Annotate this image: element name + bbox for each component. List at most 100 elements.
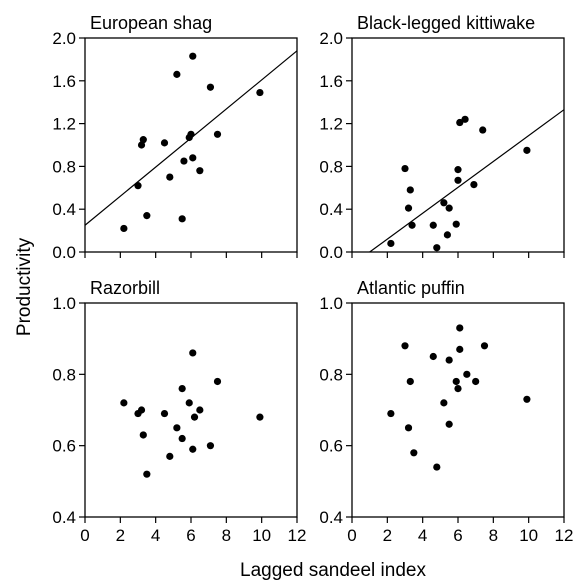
x-tick-label: 6 bbox=[186, 526, 195, 545]
data-point bbox=[166, 173, 174, 181]
data-point bbox=[120, 224, 128, 233]
data-point bbox=[160, 409, 169, 418]
x-axis-label: Lagged sandeel index bbox=[240, 560, 426, 581]
panel-black-legged-kittiwake: Black-legged kittiwake 0.0 0.4 0.8 1.2 1.6 2.0 bbox=[319, 13, 565, 262]
data-point bbox=[196, 406, 204, 414]
data-point bbox=[401, 164, 409, 173]
panel-title: Razorbill bbox=[90, 278, 160, 298]
data-point bbox=[429, 221, 437, 229]
data-point bbox=[440, 199, 448, 207]
panel-title: European shag bbox=[90, 13, 212, 33]
x-tick-label: 8 bbox=[489, 526, 498, 545]
y-tick-label: 0.6 bbox=[52, 437, 76, 456]
y-tick-label: 0.4 bbox=[319, 508, 343, 527]
data-point bbox=[190, 413, 199, 421]
data-point bbox=[187, 130, 195, 138]
data-point bbox=[387, 409, 395, 418]
data-point bbox=[433, 463, 441, 471]
data-point bbox=[189, 52, 197, 60]
x-tick-label: 12 bbox=[555, 526, 574, 545]
data-point bbox=[480, 342, 489, 350]
data-point bbox=[452, 220, 460, 228]
y-tick-label: 0.4 bbox=[52, 200, 76, 219]
y-tick-label: 0.8 bbox=[319, 157, 343, 176]
y-tick-label: 1.2 bbox=[319, 115, 343, 134]
data-point bbox=[472, 377, 480, 386]
y-tick-label: 0.4 bbox=[52, 508, 76, 527]
data-point bbox=[134, 182, 142, 190]
plot-frame bbox=[84, 37, 298, 253]
data-point bbox=[173, 424, 181, 432]
data-point bbox=[189, 349, 197, 357]
data-point bbox=[143, 212, 151, 220]
data-point bbox=[178, 215, 186, 223]
x-tick-label: 10 bbox=[252, 526, 271, 545]
y-tick-label: 1.0 bbox=[52, 294, 76, 313]
data-point bbox=[139, 431, 147, 439]
data-point bbox=[456, 118, 464, 127]
data-point bbox=[401, 342, 409, 350]
y-tick-label: 0.8 bbox=[52, 157, 76, 176]
x-tick-label: 8 bbox=[222, 526, 231, 545]
data-point bbox=[410, 449, 418, 457]
data-point bbox=[189, 154, 197, 162]
y-tick-label: 0.0 bbox=[319, 243, 343, 262]
x-tick-label: 12 bbox=[288, 526, 307, 545]
y-tick-label: 1.6 bbox=[319, 72, 343, 91]
data-point bbox=[139, 136, 147, 144]
data-point bbox=[523, 146, 531, 154]
data-point bbox=[454, 166, 462, 174]
panel-title: Black-legged kittiwake bbox=[357, 13, 535, 33]
panel-european-shag: European shag 0.0 0.4 0.8 1.2 1.6 2.0 bbox=[52, 13, 298, 262]
y-tick-label: 0.0 bbox=[52, 243, 76, 262]
plot-frame bbox=[351, 302, 565, 518]
data-point bbox=[173, 70, 181, 78]
data-point bbox=[452, 377, 460, 386]
data-point bbox=[387, 239, 395, 248]
data-point bbox=[206, 442, 215, 450]
y-tick-label: 2.0 bbox=[52, 29, 76, 48]
x-tick-label: 2 bbox=[116, 526, 125, 545]
y-axis-label: Productivity bbox=[14, 237, 35, 336]
y-tick-label: 0.4 bbox=[319, 200, 343, 219]
plot-frame bbox=[84, 302, 298, 518]
data-point bbox=[429, 352, 437, 361]
y-tick-label: 1.0 bbox=[319, 294, 343, 313]
x-tick-label: 4 bbox=[418, 526, 427, 545]
panel-title: Atlantic puffin bbox=[357, 278, 465, 298]
data-point bbox=[408, 221, 416, 229]
y-tick-label: 0.8 bbox=[319, 365, 343, 384]
data-point bbox=[440, 399, 448, 407]
x-tick-label: 0 bbox=[347, 526, 356, 545]
data-point bbox=[404, 204, 413, 212]
data-point bbox=[445, 204, 453, 212]
x-tick-label: 4 bbox=[151, 526, 160, 545]
x-tick-label: 0 bbox=[80, 526, 89, 545]
data-point bbox=[178, 434, 186, 443]
y-tick-label: 2.0 bbox=[319, 29, 343, 48]
data-point bbox=[189, 445, 197, 453]
data-point bbox=[185, 399, 193, 407]
panel-razorbill: Razorbill 0.4 0.6 0.8 1.0 0 2 4 6 8 10 12 bbox=[52, 278, 306, 545]
data-point bbox=[143, 470, 151, 478]
y-tick-label: 0.6 bbox=[319, 437, 343, 456]
data-point bbox=[256, 88, 264, 97]
data-point bbox=[433, 244, 441, 252]
y-tick-label: 0.8 bbox=[52, 365, 76, 384]
data-point bbox=[120, 399, 128, 407]
data-point bbox=[196, 167, 204, 175]
data-point bbox=[470, 180, 478, 189]
y-tick-label: 1.6 bbox=[52, 72, 76, 91]
data-point bbox=[404, 424, 413, 432]
data-point bbox=[445, 356, 453, 364]
data-point bbox=[213, 130, 222, 138]
data-point bbox=[463, 370, 471, 378]
data-point bbox=[456, 345, 464, 353]
data-point bbox=[213, 377, 222, 386]
data-point bbox=[406, 186, 414, 194]
trend-line bbox=[369, 109, 565, 253]
y-tick-label: 1.2 bbox=[52, 115, 76, 134]
data-point bbox=[206, 83, 215, 91]
panel-atlantic-puffin: Atlantic puffin 0.4 0.6 0.8 1.0 0 2 4 6 8 10 12 bbox=[319, 278, 573, 545]
